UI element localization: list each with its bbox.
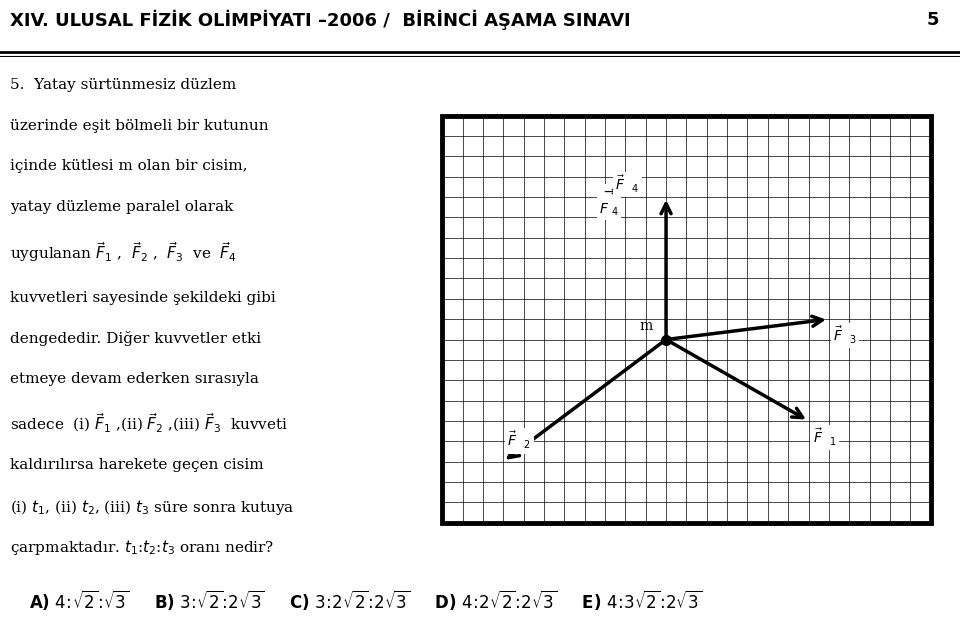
Text: üzerinde eşit bölmeli bir kutunun: üzerinde eşit bölmeli bir kutunun <box>10 119 268 133</box>
Text: kuvvetleri sayesinde şekildeki gibi: kuvvetleri sayesinde şekildeki gibi <box>10 291 276 305</box>
Text: çarpmaktadır. $t_1$:$t_2$:$t_3$ oranı nedir?: çarpmaktadır. $t_1$:$t_2$:$t_3$ oranı ne… <box>10 538 274 557</box>
Text: içinde kütlesi m olan bir cisim,: içinde kütlesi m olan bir cisim, <box>10 159 247 173</box>
Text: kaldırılırsa harekete geçen cisim: kaldırılırsa harekete geçen cisim <box>10 458 263 471</box>
Text: 5: 5 <box>926 11 939 29</box>
Text: $\vec{F}$  $_4$: $\vec{F}$ $_4$ <box>615 174 639 195</box>
Text: 5.  Yatay sürtünmesiz düzlem: 5. Yatay sürtünmesiz düzlem <box>10 78 236 92</box>
Text: $\mathbf{A)}\ 4\!:\!\sqrt{2}\!:\!\sqrt{3}$     $\mathbf{B)}\ 3\!:\!\sqrt{2}\!:\!: $\mathbf{A)}\ 4\!:\!\sqrt{2}\!:\!\sqrt{3… <box>29 588 702 612</box>
Text: $\rightarrow$
$F\ _4$: $\rightarrow$ $F\ _4$ <box>599 185 619 217</box>
Text: $\vec{F}$  $_2$: $\vec{F}$ $_2$ <box>507 430 532 451</box>
Text: etmeye devam ederken sırasıyla: etmeye devam ederken sırasıyla <box>10 372 258 386</box>
Text: yatay düzleme paralel olarak: yatay düzleme paralel olarak <box>10 200 233 214</box>
Text: sadece  (i) $\vec{F}_1$ ,(ii) $\vec{F}_2$ ,(iii) $\vec{F}_3$  kuvveti: sadece (i) $\vec{F}_1$ ,(ii) $\vec{F}_2$… <box>10 412 288 435</box>
Text: $\vec{F}$  $_3$: $\vec{F}$ $_3$ <box>833 325 857 346</box>
Text: m: m <box>639 319 653 334</box>
Text: XIV. ULUSAL FİZİK OLİMPİYATI –2006 /  BİRİNCİ AŞAMA SINAVI: XIV. ULUSAL FİZİK OLİMPİYATI –2006 / BİR… <box>10 9 630 30</box>
Text: (i) $t_1$, (ii) $t_2$, (iii) $t_3$ süre sonra kutuya: (i) $t_1$, (ii) $t_2$, (iii) $t_3$ süre … <box>10 498 294 517</box>
Text: uygulanan $\vec{F}_1$ ,  $\vec{F}_2$ ,  $\vec{F}_3$  ve  $\vec{F}_4$: uygulanan $\vec{F}_1$ , $\vec{F}_2$ , $\… <box>10 240 236 264</box>
Text: dengededir. Diğer kuvvetler etki: dengededir. Diğer kuvvetler etki <box>10 331 261 346</box>
Text: $\vec{F}$  $_1$: $\vec{F}$ $_1$ <box>812 427 837 448</box>
